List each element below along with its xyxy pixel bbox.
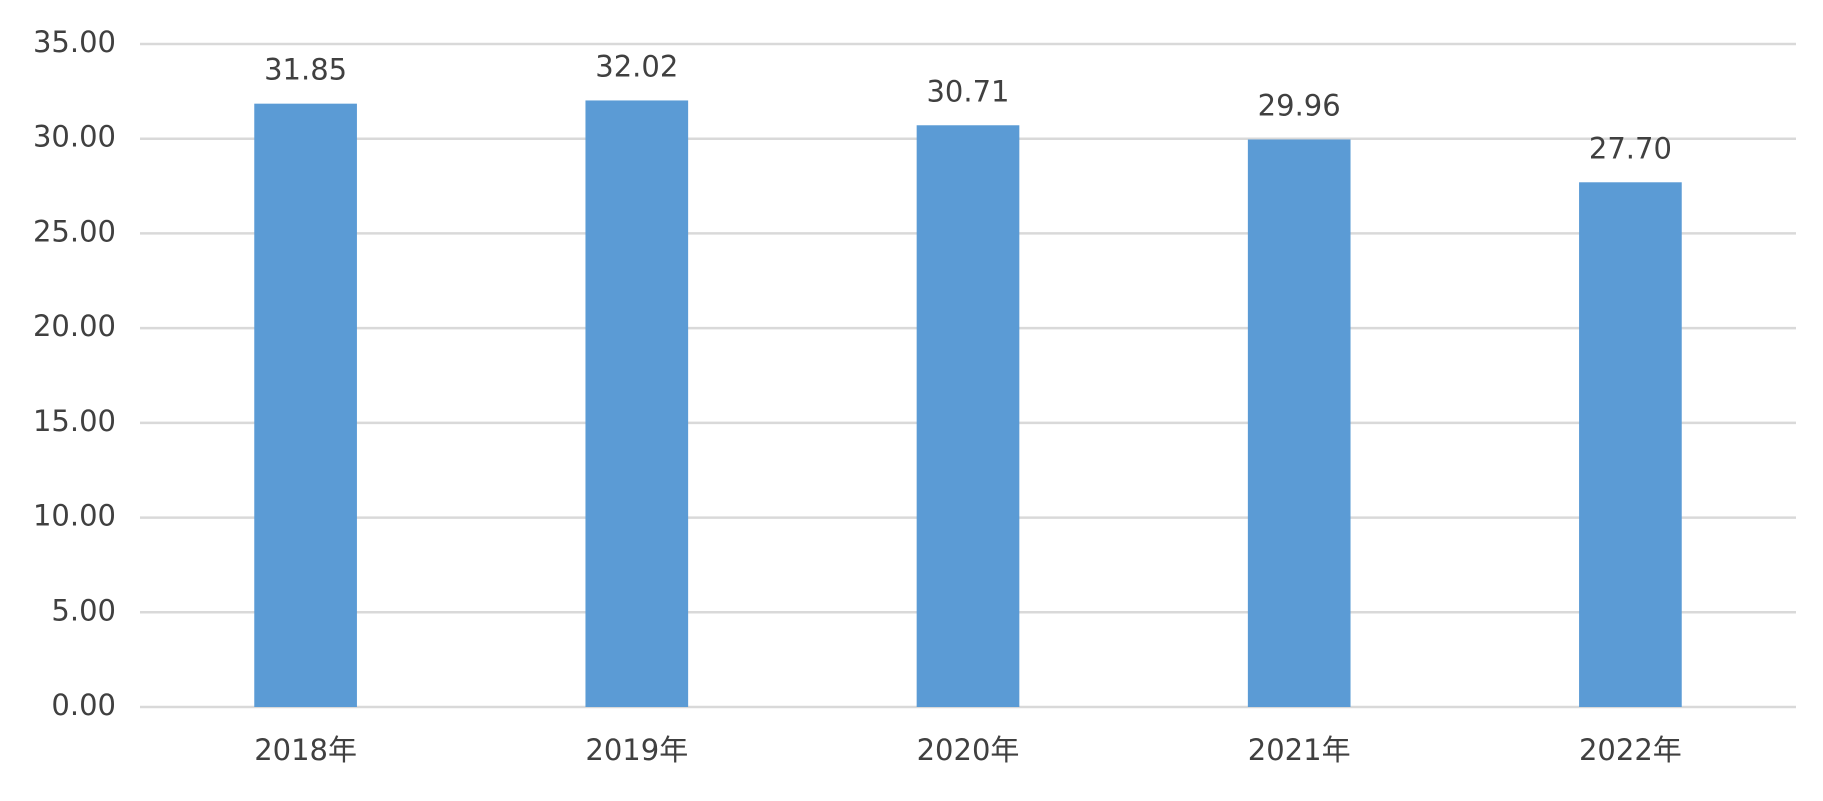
data-label: 30.71: [926, 74, 1009, 108]
y-tick-label: 0.00: [51, 688, 116, 722]
y-tick-label: 25.00: [33, 214, 116, 248]
bar: [1579, 182, 1682, 708]
x-tick-label: 2018年: [254, 733, 357, 767]
y-tick-label: 10.00: [33, 499, 116, 533]
y-tick-label: 5.00: [51, 593, 116, 627]
x-tick-label: 2021年: [1248, 733, 1351, 767]
bar: [585, 100, 689, 708]
data-label: 32.02: [595, 49, 678, 83]
bar: [1247, 139, 1351, 708]
bar: [916, 125, 1020, 708]
data-label: 27.70: [1589, 131, 1672, 165]
y-tick-label: 35.00: [33, 25, 116, 59]
x-tick-label: 2020年: [917, 733, 1020, 767]
x-tick-label: 2022年: [1579, 733, 1682, 767]
x-tick-label: 2019年: [585, 733, 688, 767]
y-tick-label: 20.00: [33, 309, 116, 343]
data-label: 29.96: [1258, 88, 1341, 122]
y-tick-label: 30.00: [33, 120, 116, 154]
bar: [254, 103, 357, 708]
data-label: 31.85: [264, 53, 347, 87]
y-tick-label: 15.00: [33, 404, 116, 438]
